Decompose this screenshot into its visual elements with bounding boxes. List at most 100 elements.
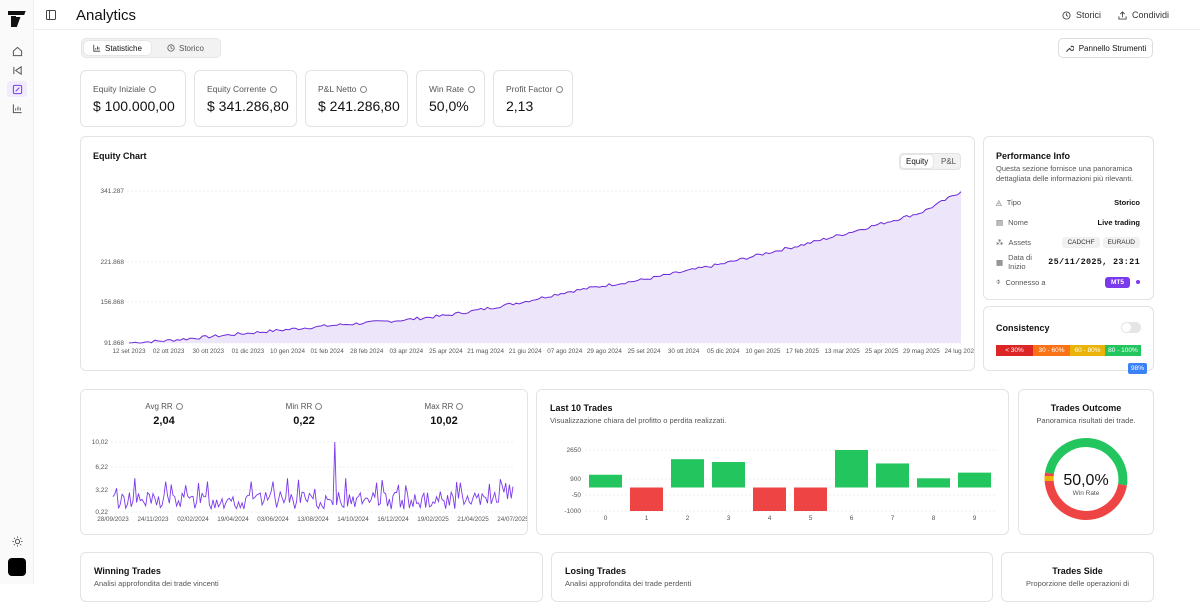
side-title: Trades Side	[1052, 566, 1103, 576]
chart-nav-icon[interactable]	[7, 100, 27, 116]
analytics-nav-icon[interactable]	[7, 81, 27, 97]
avg-rr-stat: Avg RR 2,04	[114, 402, 214, 427]
trade-bar[interactable]	[876, 463, 909, 488]
avatar[interactable]	[8, 558, 26, 576]
consistency-band: 80 - 100%	[1105, 345, 1141, 356]
consistency-toggle[interactable]	[1121, 322, 1141, 333]
storici-button[interactable]: Storici	[1062, 10, 1101, 20]
kpi-value: $ 100.000,00	[93, 98, 175, 114]
tab-storico[interactable]: Storico	[158, 41, 213, 55]
home-icon[interactable]	[7, 43, 27, 59]
condividi-button[interactable]: Condividi	[1118, 10, 1169, 20]
trade-bar-label: 3	[727, 515, 731, 522]
equity-area	[129, 191, 961, 343]
outcome-slice[interactable]	[1045, 438, 1128, 486]
kpi-win-rate: Win Rate 50,0%	[416, 70, 485, 127]
tab-statistiche[interactable]: Statistiche	[84, 41, 151, 55]
consistency-value-badge: 98%	[1128, 363, 1148, 374]
trade-bar[interactable]	[671, 459, 704, 488]
consistency-band: 60 - 80%	[1070, 345, 1105, 356]
page-title: Analytics	[76, 7, 137, 24]
performance-info-subtitle: Questa sezione fornisce una panoramica	[996, 164, 1133, 173]
trade-bar-label: 9	[973, 515, 977, 522]
calendar-icon: ▦	[996, 257, 1004, 267]
outcome-subtitle: Panoramica risultati dei trade.	[1036, 416, 1136, 425]
rr-x-tick: 19/02/2025	[417, 516, 449, 523]
performance-info-card: Performance Info Questa sezione fornisce…	[983, 136, 1154, 300]
trade-bar-label: 1	[645, 515, 649, 522]
skip-back-icon[interactable]	[7, 62, 27, 78]
last-10-title: Last 10 Trades	[550, 403, 613, 413]
trade-bar[interactable]	[589, 474, 622, 488]
info-icon[interactable]	[467, 85, 475, 93]
pi-key-label: Tipo	[1006, 197, 1022, 207]
condividi-label: Condividi	[1132, 10, 1170, 20]
equity-pnl-toggle: Equity P&L	[899, 153, 961, 170]
trades-side-card: Trades Side Proporzione delle operazioni…	[1001, 552, 1154, 602]
info-icon[interactable]	[556, 85, 564, 93]
kpi-label: Equity Corrente	[207, 84, 267, 94]
kpi-value: $ 241.286,80	[318, 98, 400, 114]
equity-x-tick: 25 apr 2025	[865, 348, 899, 355]
trade-bar[interactable]	[958, 472, 991, 488]
max-rr-stat: Max RR 10,02	[394, 402, 494, 427]
info-icon[interactable]	[175, 403, 183, 410]
equity-chart: 341.287 221.868 156.868 91.868 12 set 20…	[101, 188, 975, 355]
rr-x-tick: 28/09/2023	[97, 516, 129, 523]
outcome-slice-marker	[1044, 476, 1054, 481]
sidebar-rail	[0, 0, 34, 584]
pi-key-label: Assets	[1008, 237, 1032, 247]
history-icon	[167, 44, 175, 52]
equity-x-tick: 21 mag 2024	[467, 348, 504, 355]
pi-value: 25/11/2025, 23:21	[1048, 257, 1140, 267]
view-tabs: Statistiche Storico	[81, 38, 221, 58]
equity-x-tick: 17 feb 2025	[786, 348, 820, 355]
theme-sun-icon[interactable]	[7, 533, 27, 549]
info-icon[interactable]	[149, 85, 157, 93]
trade-bar[interactable]	[753, 487, 786, 512]
info-icon[interactable]	[456, 403, 464, 410]
trade-bar[interactable]	[794, 487, 827, 512]
rr-x-tick: 02/02/2024	[177, 516, 209, 523]
rr-line	[112, 441, 514, 511]
equity-x-tick: 01 feb 2024	[310, 348, 344, 355]
equity-x-tick: 30 ott 2024	[668, 348, 700, 355]
pannello-strumenti-button[interactable]: Pannello Strumenti	[1058, 38, 1153, 58]
rr-value: 10,02	[430, 415, 458, 427]
pi-value: Live trading	[1097, 217, 1140, 227]
share-icon	[1118, 10, 1127, 20]
rr-y-tick: 0,22	[95, 509, 108, 516]
equity-chart-title: Equity Chart	[93, 151, 147, 161]
equity-x-tick: 13 mar 2025	[824, 348, 860, 355]
consistency-band: 30 - 60%	[1033, 345, 1070, 356]
last-10-chart: 2650 900 -50 -1000 0 1 2 3 4 5 6 7 8 9	[564, 447, 997, 522]
trade-bar-label: 8	[932, 515, 936, 522]
rr-label: Max RR	[424, 402, 454, 411]
equity-y-tick: 221.868	[101, 259, 125, 266]
trade-bar[interactable]	[712, 462, 745, 488]
equity-y-tick: 156.868	[101, 299, 125, 306]
rr-x-tick: 16/12/2024	[377, 516, 409, 523]
storici-label: Storici	[1076, 10, 1102, 20]
toggle-equity[interactable]: Equity	[901, 155, 934, 168]
pannello-strumenti-label: Pannello Strumenti	[1078, 43, 1147, 53]
trade-bar[interactable]	[835, 450, 868, 488]
last-10-trades-card: Last 10 Trades Visualizzazione chiara de…	[536, 389, 1009, 535]
tab-statistiche-label: Statistiche	[105, 43, 142, 53]
info-icon[interactable]	[270, 85, 278, 93]
sidebar-toggle-icon[interactable]	[46, 10, 56, 20]
equity-chart-card: Equity Chart Equity P&L 341.287 221.868 …	[80, 136, 975, 371]
trade-bar[interactable]	[917, 478, 950, 488]
rr-y-tick: 3,22	[95, 487, 108, 494]
equity-x-tick: 28 feb 2024	[350, 348, 384, 355]
kpi-label: Equity Iniziale	[93, 84, 146, 94]
trade-bar[interactable]	[630, 487, 663, 512]
outcome-slice[interactable]	[1044, 472, 1127, 520]
info-icon[interactable]	[360, 85, 368, 93]
toggle-pnl[interactable]: P&L	[941, 157, 957, 166]
app-logo[interactable]	[8, 10, 26, 28]
outcome-value-label: Win Rate	[1073, 490, 1100, 497]
layers-icon: ◬	[996, 197, 1002, 207]
equity-x-tick: 25 set 2024	[628, 348, 661, 355]
info-icon[interactable]	[315, 403, 323, 410]
